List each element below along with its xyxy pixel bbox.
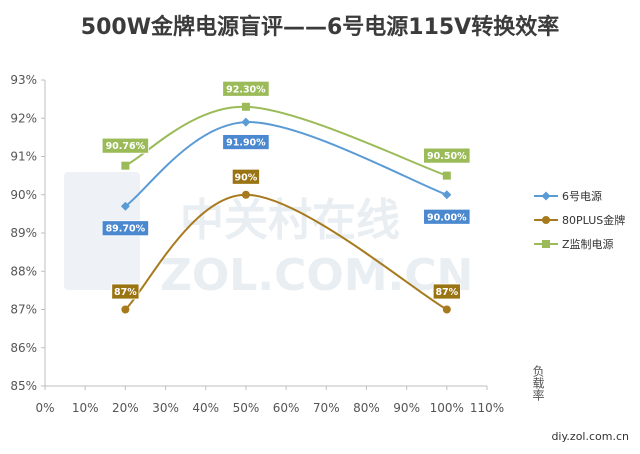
data-label: 90% bbox=[235, 172, 258, 183]
watermark-cn: 中关村在线 bbox=[180, 195, 400, 246]
series-1-point bbox=[120, 201, 130, 211]
legend-marker-1 bbox=[541, 191, 551, 201]
series-line-1 bbox=[124, 121, 448, 208]
y-tick-label: 86% bbox=[10, 341, 37, 355]
x-tick-label: 30% bbox=[152, 401, 179, 415]
legend: 6号电源 80PLUS金牌 Z监制电源 bbox=[534, 189, 625, 251]
series-3-point bbox=[241, 102, 250, 111]
data-label-box bbox=[101, 137, 149, 154]
chart-title: 500W金牌电源盲评——6号电源115V转换效率 bbox=[81, 14, 559, 40]
data-label: 91.90% bbox=[226, 138, 266, 149]
legend-label-1: 6号电源 bbox=[562, 189, 602, 203]
data-label-box bbox=[222, 80, 270, 97]
data-label: 90.00% bbox=[427, 212, 467, 223]
x-axis-title: 负载率 bbox=[531, 365, 545, 401]
y-tick-label: 88% bbox=[10, 264, 37, 278]
y-tick-label: 92% bbox=[10, 111, 37, 125]
x-tick-label: 90% bbox=[393, 401, 420, 415]
y-tick-label: 90% bbox=[10, 188, 37, 202]
x-tick-label: 20% bbox=[112, 401, 139, 415]
y-tick-label: 87% bbox=[10, 303, 37, 317]
data-label: 89.70% bbox=[106, 224, 146, 235]
y-tick-label: 89% bbox=[10, 226, 37, 240]
series-1-point bbox=[241, 117, 251, 127]
data-label-box bbox=[423, 208, 471, 225]
x-tick-label: 70% bbox=[313, 401, 340, 415]
data-label-box bbox=[111, 283, 140, 300]
x-tick-label: 110% bbox=[470, 401, 504, 415]
x-tick-label: 60% bbox=[273, 401, 300, 415]
axes: 85% 86% 87% 88% 89% 90% 91% 92% 93% 0% 10% 20% 30% 40… bbox=[10, 73, 545, 415]
data-label-box bbox=[101, 220, 149, 237]
site-credit: diy.zol.com.cn bbox=[551, 430, 629, 443]
x-tick-label: 80% bbox=[353, 401, 380, 415]
series-1-point bbox=[442, 190, 452, 200]
legend-label-2: 80PLUS金牌 bbox=[562, 213, 625, 227]
data-label: 87% bbox=[435, 287, 458, 298]
x-tick-label: 40% bbox=[192, 401, 219, 415]
data-label-box bbox=[231, 168, 260, 185]
x-tick-label: 0% bbox=[35, 401, 54, 415]
series-layer bbox=[120, 102, 452, 314]
data-label: 87% bbox=[114, 287, 137, 298]
series-2-point bbox=[442, 305, 451, 314]
x-tick-label: 50% bbox=[233, 401, 260, 415]
y-tick-label: 91% bbox=[10, 150, 37, 164]
data-label: 90.50% bbox=[427, 151, 467, 162]
series-2-point bbox=[241, 190, 250, 199]
legend-label-3: Z监制电源 bbox=[562, 237, 614, 251]
x-tick-label: 10% bbox=[72, 401, 99, 415]
y-tick-label: 85% bbox=[10, 379, 37, 393]
data-labels-layer: 89.70% 91.90% 90.00% 87% 90% 87% 90.76% 92.30% 9… bbox=[101, 80, 471, 300]
watermark: 中关村在线 ZOL.COM.CN bbox=[64, 172, 473, 301]
legend-marker-2 bbox=[542, 216, 550, 224]
data-label: 92.30% bbox=[226, 84, 266, 95]
data-label-box bbox=[222, 134, 270, 150]
data-label: 90.76% bbox=[106, 141, 146, 152]
data-label-box bbox=[423, 147, 471, 164]
series-2-point bbox=[121, 305, 130, 314]
series-3-point bbox=[121, 161, 130, 170]
x-tick-label: 100% bbox=[430, 401, 464, 415]
legend-marker-3 bbox=[542, 240, 550, 248]
y-tick-label: 93% bbox=[10, 73, 37, 87]
data-label-box bbox=[432, 283, 461, 300]
watermark-en: ZOL.COM.CN bbox=[160, 250, 473, 301]
series-3-point bbox=[442, 171, 451, 180]
series-line-3 bbox=[124, 105, 448, 177]
